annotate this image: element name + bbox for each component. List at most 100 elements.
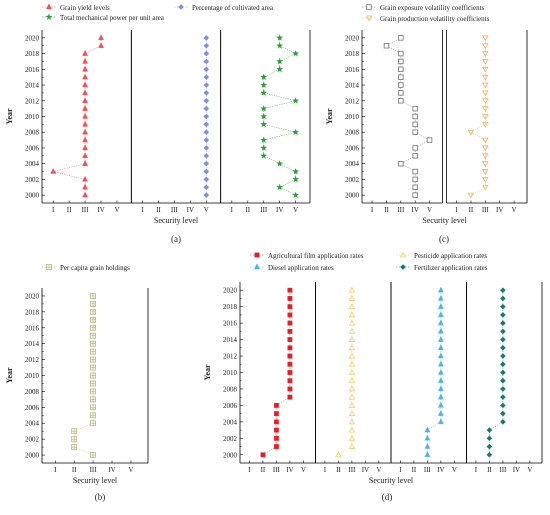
data-point [203, 50, 210, 57]
x-tick-label: I [141, 206, 144, 214]
data-point [437, 368, 444, 375]
legend-label: Per capita grain holdings [60, 264, 130, 272]
data-point [398, 50, 404, 57]
data-point [335, 451, 342, 458]
data-point [287, 337, 293, 342]
data-point [90, 348, 97, 355]
data-point [482, 153, 489, 160]
data-point [437, 418, 444, 425]
data-point [437, 327, 444, 334]
data-point [500, 418, 506, 425]
data-point [500, 394, 506, 401]
y-tick-label: 2014 [345, 82, 360, 90]
x-tick-label: II [72, 466, 77, 474]
data-point [82, 104, 88, 111]
data-point [287, 312, 293, 318]
data-point [203, 152, 210, 159]
x-tick-label: III [397, 206, 405, 214]
y-tick-label: 2010 [345, 113, 360, 121]
series-line [385, 37, 431, 196]
y-tick-label: 2000 [223, 451, 238, 459]
x-tick-label: III [171, 206, 179, 214]
data-point [90, 412, 97, 419]
subplot-2: I II III IV V [446, 30, 528, 214]
data-point [482, 59, 489, 65]
data-point [82, 152, 88, 159]
data-point [287, 345, 293, 351]
data-point [412, 153, 418, 159]
series-points [467, 35, 489, 199]
data-point [482, 43, 489, 50]
data-point [90, 380, 97, 387]
data-point [348, 434, 356, 441]
y-tick-label: 2012 [345, 97, 360, 105]
data-point [348, 327, 356, 334]
data-point [486, 427, 493, 433]
y-tick-label: 2006 [25, 404, 40, 412]
data-point [203, 192, 210, 199]
series-line [470, 37, 486, 196]
x-axis-label: Security level [369, 476, 414, 485]
data-point [90, 340, 97, 347]
data-point [500, 377, 506, 384]
y-tick-label: 2010 [25, 113, 40, 121]
y-tick-label: 2004 [223, 418, 238, 426]
data-point [482, 169, 489, 175]
data-point [437, 303, 444, 309]
data-point [90, 301, 97, 307]
data-point [90, 316, 97, 323]
data-point [500, 386, 506, 392]
y-tick-label: 2012 [25, 97, 40, 105]
legend-entry: Grain exposure volatility coefficients [362, 4, 485, 12]
data-point [437, 294, 444, 301]
data-point [437, 385, 444, 392]
data-point [482, 98, 489, 105]
x-tick-label: IV [108, 466, 115, 474]
legend-marker [46, 264, 52, 270]
chart-panel-a: Grain yield levels Percentage of cultivat… [5, 3, 311, 244]
x-axis-label: Security level [422, 216, 467, 225]
y-axis-label: Year [203, 364, 212, 380]
legend-label: Total mechanical power per unit area [60, 14, 165, 22]
x-tick-label: III [260, 206, 268, 214]
y-tick-label: 2002 [345, 176, 360, 184]
data-point [287, 361, 293, 367]
data-point [467, 129, 475, 136]
legend-marker [45, 13, 53, 20]
data-point [260, 73, 268, 81]
legend-marker [399, 251, 407, 258]
data-point [437, 401, 444, 408]
data-point [203, 58, 210, 65]
data-point [203, 82, 210, 88]
x-tick-label: II [156, 206, 161, 214]
y-tick-label: 2010 [25, 372, 40, 380]
data-point [412, 145, 418, 151]
data-point [82, 191, 88, 198]
data-point [82, 65, 88, 72]
chart-panel-b: Per capita grain holdings 2000 2002 2004 200… [5, 264, 149, 502]
data-point [287, 287, 293, 293]
x-tick-label: III [348, 466, 356, 474]
data-point [90, 452, 97, 458]
data-point [398, 90, 404, 96]
y-tick-label: 2016 [345, 66, 360, 74]
x-tick-label: II [261, 466, 266, 474]
data-point [292, 97, 300, 104]
y-tick-label: 2006 [223, 402, 238, 410]
subplot-4: I II III IV V [466, 282, 543, 474]
x-tick-label: III [273, 466, 281, 474]
data-point [500, 344, 506, 351]
data-point [437, 311, 444, 318]
data-point [276, 57, 284, 65]
data-point [348, 286, 356, 293]
data-point [90, 324, 97, 331]
y-tick-label: 2010 [223, 369, 238, 377]
data-point [203, 113, 210, 120]
data-point [500, 312, 506, 318]
subplot-2: I II III IV V [315, 282, 392, 474]
x-tick-label: I [371, 206, 374, 214]
data-point [482, 161, 489, 168]
data-point [90, 293, 97, 299]
data-point [424, 426, 431, 433]
legend-marker [254, 263, 260, 270]
